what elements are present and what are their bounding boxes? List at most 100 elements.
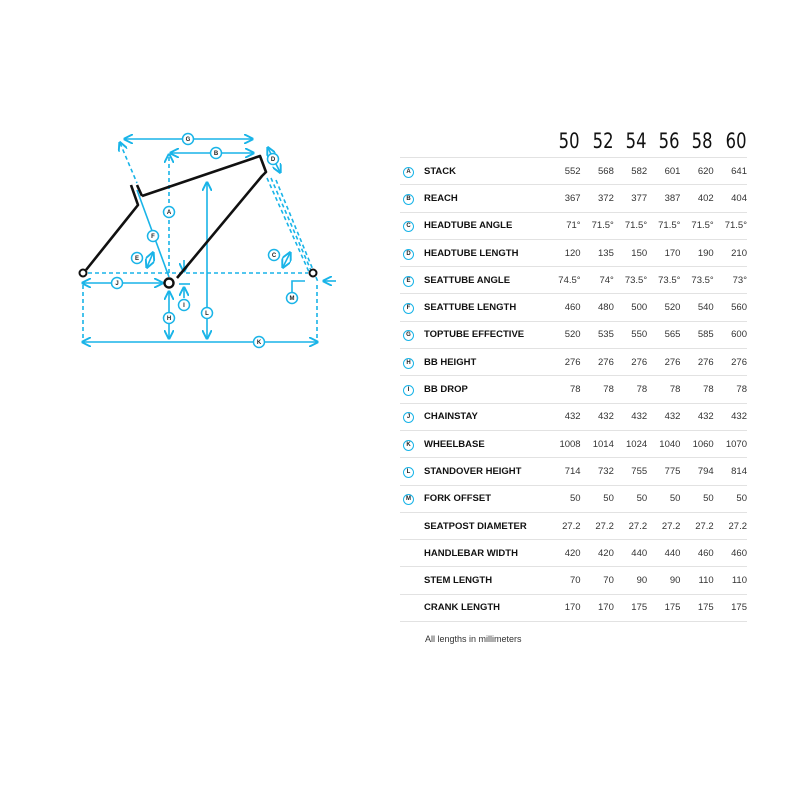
table-row: J CHAINSTAY 432 432 432 432 432 432	[400, 402, 747, 431]
row-badge: H	[400, 348, 424, 376]
cell-value: 568	[580, 156, 614, 185]
size-header-row: 50 52 54 56 58 60	[400, 124, 747, 158]
cell-value: 550	[613, 320, 648, 349]
cell-value: 420	[547, 539, 581, 567]
cell-value: 432	[547, 402, 581, 431]
row-badge: K	[400, 429, 424, 458]
row-name: TOPTUBE EFFECTIVE	[424, 320, 548, 349]
svg-text:K: K	[257, 340, 262, 346]
cell-value: 71.5°	[680, 211, 714, 240]
cell-value: 276	[647, 348, 681, 376]
svg-text:G: G	[186, 137, 191, 143]
cell-value: 480	[580, 293, 614, 322]
table-row: I BB DROP 78 78 78 78 78 78	[400, 375, 747, 404]
badge-circle: D	[403, 248, 414, 260]
cell-value: 78	[647, 375, 681, 404]
table-row: G TOPTUBE EFFECTIVE 520 535 550 565 585 600	[400, 320, 747, 349]
cell-value: 620	[680, 156, 714, 185]
row-badge: M	[400, 484, 424, 513]
cell-value: 71.5°	[647, 211, 681, 240]
cell-value: 78	[713, 375, 747, 404]
cell-value: 120	[547, 238, 581, 267]
rear-axle	[78, 268, 88, 278]
bottom-bracket	[163, 277, 175, 289]
cell-value: 432	[613, 402, 648, 431]
cell-value: 27.2	[647, 511, 681, 540]
cell-value: 372	[580, 184, 614, 213]
cell-value: 110	[713, 566, 747, 595]
badge-circle: E	[403, 275, 414, 287]
units-note: All lengths in millimeters	[425, 634, 522, 644]
diagram-label-l: L	[200, 306, 214, 320]
cell-value: 276	[680, 348, 714, 376]
svg-text:J: J	[115, 281, 118, 287]
row-name: HEADTUBE LENGTH	[424, 238, 548, 267]
table-row: HANDLEBAR WIDTH 420 420 440 440 460 460	[400, 539, 747, 567]
row-badge: I	[400, 375, 424, 404]
dim-m-arrow	[291, 280, 305, 292]
cell-value: 600	[713, 320, 747, 349]
cell-value: 794	[680, 457, 714, 486]
cell-value: 73.5°	[680, 266, 714, 294]
diagram-label-i: I	[177, 298, 191, 312]
cell-value: 50	[680, 484, 714, 513]
cell-value: 732	[580, 457, 614, 486]
cell-value: 1014	[580, 429, 614, 458]
badge-circle: F	[403, 303, 414, 315]
table-row: K WHEELBASE 1008 1014 1024 1040 1060 1070	[400, 429, 747, 458]
row-name: HEADTUBE ANGLE	[424, 211, 548, 240]
diagram-label-e: E	[130, 251, 144, 265]
cell-value: 71.5°	[613, 211, 648, 240]
row-name: BB HEIGHT	[424, 348, 548, 376]
row-badge	[400, 593, 424, 623]
row-badge: C	[400, 211, 424, 240]
cell-value: 50	[547, 484, 581, 513]
row-badge: A	[400, 156, 424, 185]
row-badge: E	[400, 266, 424, 294]
cell-value: 27.2	[713, 511, 747, 540]
cell-value: 90	[613, 566, 648, 595]
cell-value: 190	[680, 238, 714, 267]
cell-value: 1040	[647, 429, 681, 458]
cell-value: 50	[613, 484, 648, 513]
row-badge	[400, 539, 424, 567]
table-row: H BB HEIGHT 276 276 276 276 276 276	[400, 348, 747, 376]
row-badge: D	[400, 238, 424, 267]
geometry-table: 50 52 54 56 58 60 A STACK 552 568 582 601 620 641 B RE…	[400, 124, 747, 623]
cell-value: 276	[713, 348, 747, 376]
cell-value: 73°	[713, 266, 747, 294]
table-row: CRANK LENGTH 170 170 175 175 175 175	[400, 593, 747, 623]
svg-text:D: D	[271, 157, 276, 163]
cell-value: 460	[713, 539, 747, 567]
diagram-label-g: G	[181, 132, 195, 146]
cell-value: 73.5°	[613, 266, 648, 294]
badge-circle: C	[403, 221, 414, 233]
row-badge: B	[400, 184, 424, 213]
cell-value: 50	[713, 484, 747, 513]
cell-value: 27.2	[580, 511, 614, 540]
size-header: 54	[625, 128, 647, 153]
row-name: SEATTUBE LENGTH	[424, 293, 548, 322]
cell-value: 78	[613, 375, 648, 404]
cell-value: 70	[547, 566, 581, 595]
size-header: 56	[658, 128, 680, 153]
cell-value: 755	[613, 457, 648, 486]
front-axle	[308, 268, 318, 278]
table-row: SEATPOST DIAMETER 27.2 27.2 27.2 27.2 27.2 27.…	[400, 511, 747, 540]
cell-value: 210	[713, 238, 747, 267]
row-badge: G	[400, 320, 424, 349]
cell-value: 1060	[680, 429, 714, 458]
cell-value: 552	[547, 156, 581, 185]
cell-value: 90	[647, 566, 681, 595]
diagram-label-d: D	[266, 152, 280, 166]
row-name: HANDLEBAR WIDTH	[424, 539, 548, 567]
diagram-label-h: H	[162, 311, 176, 325]
cell-value: 387	[647, 184, 681, 213]
cell-value: 560	[713, 293, 747, 322]
svg-text:C: C	[272, 253, 277, 259]
cell-value: 78	[547, 375, 581, 404]
cell-value: 641	[713, 156, 747, 185]
cell-value: 27.2	[547, 511, 581, 540]
table-row: L STANDOVER HEIGHT 714 732 755 775 794 814	[400, 457, 747, 486]
badge-circle: A	[403, 166, 414, 178]
